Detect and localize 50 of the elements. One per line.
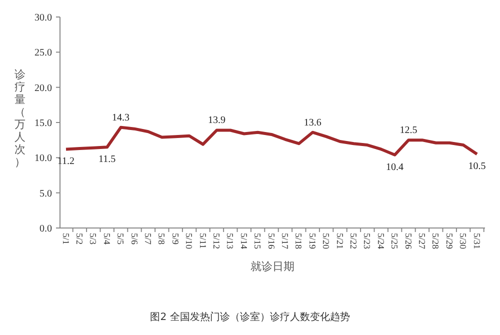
x-tick-label: 5/1 (60, 233, 71, 245)
x-tick-label: 5/8 (156, 233, 167, 245)
x-tick-label: 5/22 (348, 233, 359, 250)
x-tick-label: 5/25 (390, 233, 400, 250)
x-tick-label: 5/4 (102, 233, 112, 245)
x-tick-label: 5/23 (362, 233, 372, 250)
y-tick-label: 30.0 (34, 12, 52, 24)
y-tick-label: 20.0 (34, 82, 52, 94)
x-tick-label: 5/21 (334, 233, 345, 250)
text: 图2 全国发热门诊（诊室）诊疗人数变化趋势 (150, 311, 350, 323)
data-label: 10.4 (386, 162, 404, 173)
x-tick-label: 5/24 (376, 233, 386, 250)
x-tick-label: 5/5 (116, 233, 126, 245)
x-tick-label: 5/26 (403, 233, 414, 250)
x-tick-label: 5/16 (266, 233, 276, 250)
x-tick-label: 5/18 (294, 233, 304, 250)
x-tick-label: 5/12 (212, 233, 222, 250)
data-label: 11.2 (57, 156, 75, 168)
data-label: 11.5 (98, 154, 116, 166)
x-tick-label: 5/17 (280, 233, 290, 250)
x-tick-label: 5/19 (307, 233, 318, 250)
x-tick-label: 5/27 (417, 233, 428, 250)
data-label: 13.9 (208, 115, 226, 126)
x-tick-label: 5/2 (74, 233, 85, 245)
data-label: 12.5 (400, 125, 418, 136)
x-tick-label: 5/28 (430, 233, 441, 250)
data-label: 14.3 (112, 112, 130, 124)
y-tick-label: 0.0 (40, 224, 52, 234)
x-tick-label: 5/11 (198, 233, 208, 249)
x-tick-label: 5/9 (170, 233, 180, 245)
x-tick-label: 5/14 (238, 233, 249, 250)
x-tick-label: 5/29 (444, 233, 454, 250)
y-axis-title: 诊疗量（万人次） (14, 68, 26, 168)
x-tick-label: 5/20 (321, 233, 332, 250)
y-tick-label: 15.0 (34, 118, 52, 129)
x-tick-label: 5/3 (88, 233, 98, 245)
x-tick-label: 5/6 (129, 233, 140, 245)
x-tick-label: 5/7 (143, 233, 154, 245)
y-tick-label: 25.0 (34, 48, 52, 59)
x-tick-label: 5/13 (225, 233, 236, 250)
data-label: 13.6 (304, 117, 322, 128)
x-tick-label: 5/31 (472, 233, 482, 250)
y-tick-label: 5.0 (40, 188, 52, 200)
x-tick-label: 5/10 (184, 233, 194, 250)
y-tick-label: 10.0 (34, 153, 52, 164)
line-series (64, 126, 478, 156)
x-axis-title: 就诊日期 (250, 260, 294, 273)
data-label: 10.5 (468, 161, 486, 172)
x-tick-label: 5/30 (458, 233, 468, 250)
x-tick-label: 5/15 (252, 233, 263, 250)
